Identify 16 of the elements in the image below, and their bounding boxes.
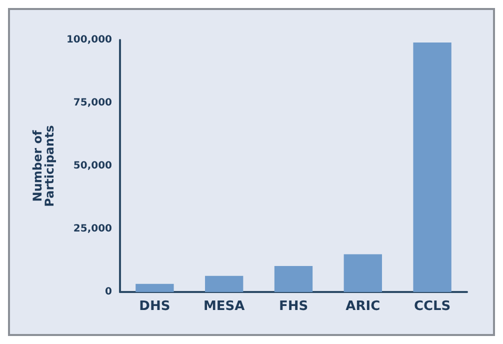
bar: [274, 266, 313, 292]
y-tick-label: 75,000: [73, 98, 112, 108]
y-tick-label: 50,000: [73, 160, 112, 172]
x-tick-label: CCLS: [414, 299, 451, 314]
bar: [205, 276, 244, 292]
y-tick-label: 0: [105, 286, 112, 298]
x-tick-label: DHS: [139, 299, 170, 314]
y-tick-label: 100,000: [66, 34, 112, 46]
x-tick-label: FHS: [278, 299, 308, 314]
bar: [344, 254, 382, 292]
x-tick-label: ARIC: [346, 299, 380, 314]
x-tick-label: MESA: [203, 299, 245, 314]
y-axis-title: Number of Participants: [30, 125, 57, 207]
bar: [136, 284, 174, 292]
bar: [413, 42, 452, 292]
y-tick-label: 25,000: [73, 224, 112, 234]
